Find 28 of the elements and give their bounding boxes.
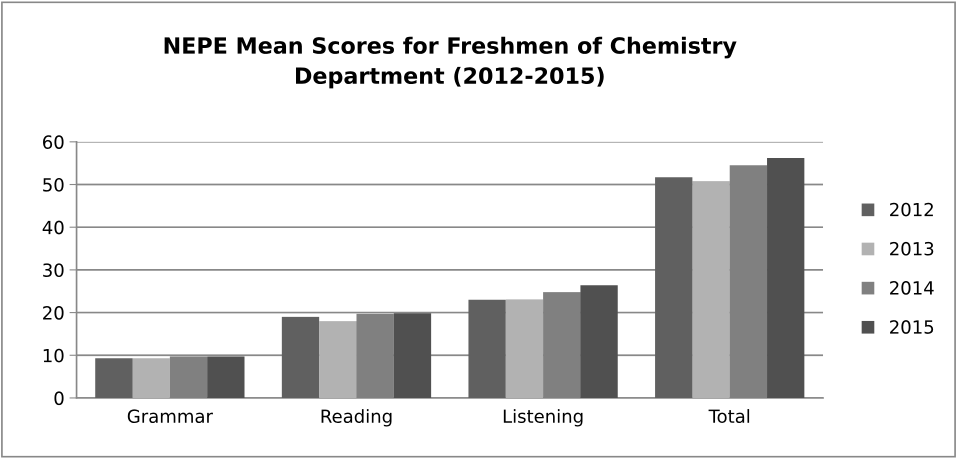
bar (319, 321, 356, 398)
bar (394, 313, 432, 398)
bar (95, 358, 133, 398)
y-tick-label: 20 (43, 306, 64, 320)
bar (767, 158, 804, 398)
bar (580, 285, 618, 398)
y-tick-label: 60 (43, 135, 64, 149)
legend-label: 2013 (890, 242, 934, 256)
y-tick-label: 30 (43, 263, 64, 278)
bar (468, 300, 506, 398)
x-tick-label: Total (708, 409, 750, 424)
legend-label: 2014 (890, 281, 934, 295)
legend-label: 2015 (890, 320, 934, 334)
bar (506, 299, 544, 398)
y-tick-label: 40 (42, 220, 64, 234)
bar (207, 356, 245, 398)
y-tick-label: 10 (44, 348, 64, 362)
y-tick-label: 0 (54, 391, 64, 406)
chart-title: NEPE Mean Scores for Freshmen of Chemistry Department (2012-2015) (164, 36, 737, 88)
x-tick-label: Reading (322, 409, 392, 427)
x-tick-label: Grammar (128, 409, 213, 424)
y-tick-label: 50 (43, 178, 64, 192)
bar (132, 358, 170, 398)
x-tick-label: Listening (504, 409, 582, 427)
bar (692, 181, 730, 398)
bar (282, 316, 320, 398)
bar (655, 177, 692, 398)
legend-label: 2012 (890, 202, 933, 216)
